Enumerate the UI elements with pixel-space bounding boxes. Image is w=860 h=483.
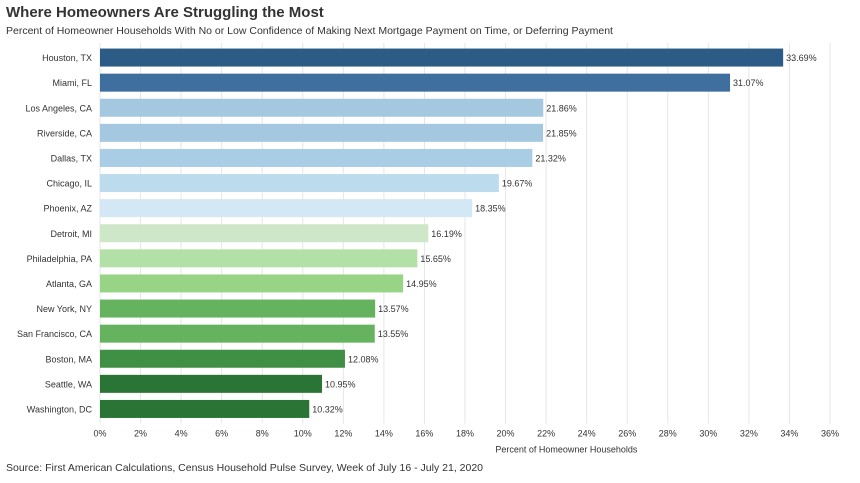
category-label: Houston, TX xyxy=(42,53,92,63)
category-label: San Francisco, CA xyxy=(17,329,92,339)
bar xyxy=(100,73,731,92)
data-label: 15.65% xyxy=(420,254,451,264)
data-label: 21.32% xyxy=(535,153,566,163)
category-label: Atlanta, GA xyxy=(46,279,92,289)
category-label: Philadelphia, PA xyxy=(27,254,92,264)
x-tick-label: 14% xyxy=(375,429,393,439)
bar xyxy=(100,224,429,243)
bar xyxy=(100,148,533,167)
category-label: Riverside, CA xyxy=(37,128,92,138)
bar xyxy=(100,174,499,193)
category-label: New York, NY xyxy=(36,304,92,314)
data-label: 13.57% xyxy=(378,304,409,314)
category-label: Phoenix, AZ xyxy=(43,204,92,214)
bar xyxy=(100,299,376,318)
x-tick-label: 2% xyxy=(134,429,147,439)
bar xyxy=(100,324,375,343)
category-label: Chicago, IL xyxy=(46,179,92,189)
data-label: 13.55% xyxy=(378,329,409,339)
x-tick-label: 34% xyxy=(780,429,798,439)
bar xyxy=(100,399,310,418)
x-tick-label: 12% xyxy=(334,429,352,439)
bar xyxy=(100,274,404,293)
bar xyxy=(100,48,784,67)
chart-subtitle: Percent of Homeowner Households With No … xyxy=(6,25,613,37)
x-tick-label: 32% xyxy=(740,429,758,439)
x-tick-label: 26% xyxy=(618,429,636,439)
x-tick-label: 24% xyxy=(578,429,596,439)
chart-title: Where Homeowners Are Struggling the Most xyxy=(6,4,324,21)
category-label: Dallas, TX xyxy=(51,153,92,163)
x-tick-label: 28% xyxy=(659,429,677,439)
data-label: 10.95% xyxy=(325,379,356,389)
x-tick-label: 22% xyxy=(537,429,555,439)
bar xyxy=(100,349,345,368)
data-label: 10.32% xyxy=(312,404,343,414)
bar xyxy=(100,123,544,142)
data-label: 19.67% xyxy=(502,179,533,189)
category-label: Los Angeles, CA xyxy=(25,103,92,113)
x-tick-label: 8% xyxy=(256,429,269,439)
data-label: 33.69% xyxy=(786,53,817,63)
x-tick-label: 16% xyxy=(415,429,433,439)
bar xyxy=(100,374,323,393)
data-label: 21.85% xyxy=(546,128,577,138)
data-label: 12.08% xyxy=(348,354,379,364)
x-tick-label: 18% xyxy=(456,429,474,439)
x-tick-label: 10% xyxy=(294,429,312,439)
category-label: Seattle, WA xyxy=(45,379,92,389)
x-tick-label: 30% xyxy=(699,429,717,439)
x-tick-label: 6% xyxy=(215,429,228,439)
x-tick-label: 4% xyxy=(175,429,188,439)
category-label: Detroit, MI xyxy=(50,229,92,239)
bar xyxy=(100,98,544,117)
x-tick-label: 20% xyxy=(497,429,515,439)
category-label: Boston, MA xyxy=(45,354,92,364)
x-axis-title: Percent of Homeowner Households xyxy=(495,445,638,455)
data-label: 14.95% xyxy=(406,279,437,289)
source-note: Source: First American Calculations, Cen… xyxy=(6,462,484,474)
data-label: 21.86% xyxy=(546,103,577,113)
bar xyxy=(100,249,418,268)
data-label: 18.35% xyxy=(475,204,506,214)
category-label: Miami, FL xyxy=(52,78,92,88)
category-label: Washington, DC xyxy=(27,404,93,414)
bar xyxy=(100,199,473,218)
x-tick-label: 0% xyxy=(93,429,106,439)
x-tick-label: 36% xyxy=(821,429,839,439)
data-label: 31.07% xyxy=(733,78,764,88)
data-label: 16.19% xyxy=(431,229,462,239)
